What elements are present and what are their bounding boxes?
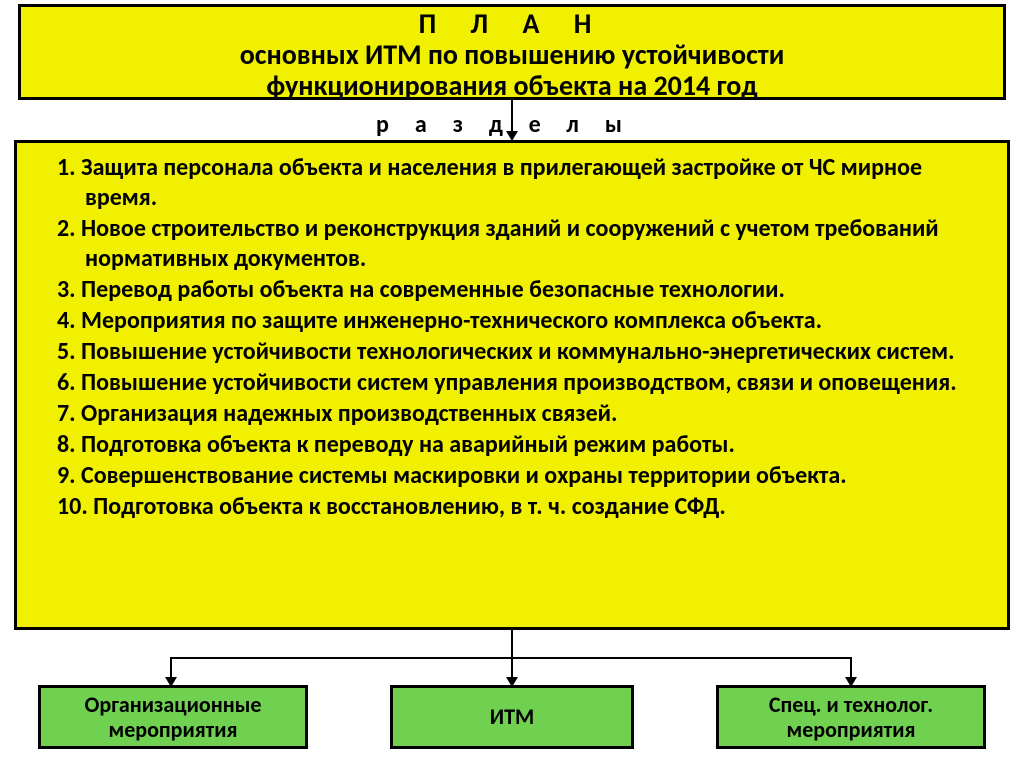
list-item: 10. Подготовка объекта к восстановлению,… [31,492,993,522]
list-item: 7. Организация надежных производственных… [31,399,993,429]
list-item: 2. Новое строительство и реконструкция з… [31,214,993,274]
list-item: 1. Защита персонала объекта и населения … [31,153,993,213]
bottom-box-itm: ИТМ [390,685,634,749]
bottom-box-special: Спец. и технолог. мероприятия [716,685,986,749]
title-box: П Л А Н основных ИТМ по повышению устойч… [18,4,1006,100]
list-item: 5. Повышение устойчивости технологически… [31,337,993,367]
list-item: 8. Подготовка объекта к переводу на авар… [31,430,993,460]
list-item: 4. Мероприятия по защите инженерно-техни… [31,306,993,336]
bottom-box-label: ИТМ [490,704,534,729]
title-line-1: П Л А Н [29,9,995,40]
connector-content-to-split [511,630,513,658]
bottom-box-label: Организационные мероприятия [47,692,299,743]
bottom-box-organizational: Организационные мероприятия [38,685,308,749]
title-line-2: основных ИТМ по повышению устойчивости [29,40,995,71]
list-item: 6. Повышение устойчивости систем управле… [31,368,993,398]
content-box: 1. Защита персонала объекта и населения … [14,140,1010,630]
section-label: разделы [0,110,1024,139]
list-item: 3. Перевод работы объекта на современные… [31,275,993,305]
bottom-box-label: Спец. и технолог. мероприятия [725,692,977,743]
title-line-3: функционирования объекта на 2014 год [29,71,995,102]
list-item: 9. Совершенствование системы маскировки … [31,461,993,491]
